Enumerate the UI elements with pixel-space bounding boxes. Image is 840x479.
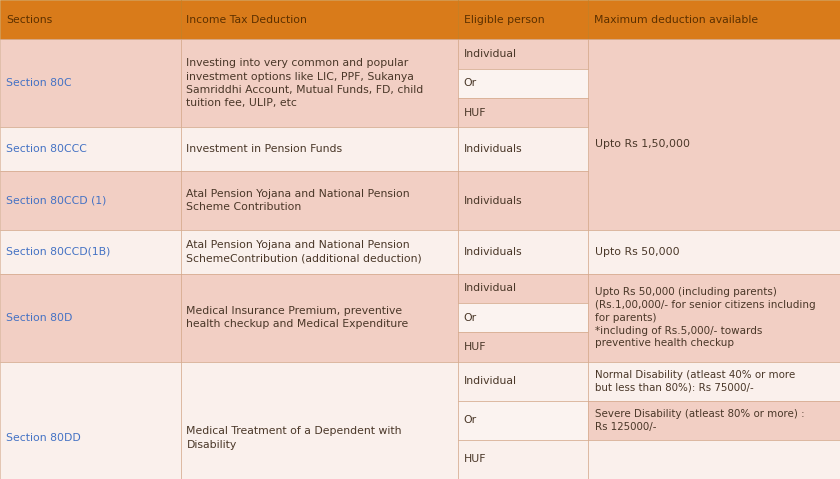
- FancyBboxPatch shape: [588, 230, 840, 274]
- Text: Section 80C: Section 80C: [6, 78, 71, 88]
- FancyBboxPatch shape: [458, 274, 588, 303]
- Text: HUF: HUF: [464, 455, 486, 465]
- Text: Individual: Individual: [464, 284, 517, 294]
- FancyBboxPatch shape: [458, 39, 588, 68]
- Text: Individuals: Individuals: [464, 195, 522, 205]
- FancyBboxPatch shape: [458, 98, 588, 127]
- Text: Upto Rs 1,50,000: Upto Rs 1,50,000: [595, 139, 690, 149]
- FancyBboxPatch shape: [0, 39, 181, 127]
- FancyBboxPatch shape: [458, 230, 588, 274]
- FancyBboxPatch shape: [0, 0, 181, 39]
- FancyBboxPatch shape: [588, 39, 840, 230]
- Text: Upto Rs 50,000: Upto Rs 50,000: [595, 247, 680, 257]
- FancyBboxPatch shape: [0, 362, 181, 479]
- FancyBboxPatch shape: [0, 127, 181, 171]
- Text: Sections: Sections: [6, 15, 52, 24]
- Text: Section 80DD: Section 80DD: [6, 433, 81, 443]
- Text: Individual: Individual: [464, 49, 517, 59]
- Text: Individuals: Individuals: [464, 247, 522, 257]
- FancyBboxPatch shape: [181, 274, 458, 362]
- Text: Investment in Pension Funds: Investment in Pension Funds: [186, 144, 343, 154]
- Text: Individual: Individual: [464, 376, 517, 386]
- Text: Section 80D: Section 80D: [6, 313, 72, 323]
- Text: Medical Insurance Premium, preventive
health checkup and Medical Expenditure: Medical Insurance Premium, preventive he…: [186, 306, 409, 330]
- FancyBboxPatch shape: [458, 332, 588, 362]
- FancyBboxPatch shape: [588, 362, 840, 401]
- Text: Maximum deduction available: Maximum deduction available: [594, 15, 758, 24]
- FancyBboxPatch shape: [181, 171, 458, 230]
- FancyBboxPatch shape: [458, 68, 588, 98]
- FancyBboxPatch shape: [458, 127, 588, 171]
- Text: Atal Pension Yojana and National Pension
Scheme Contribution: Atal Pension Yojana and National Pension…: [186, 189, 410, 212]
- Text: Eligible person: Eligible person: [464, 15, 544, 24]
- Text: Severe Disability (atleast 80% or more) :
Rs 125000/-: Severe Disability (atleast 80% or more) …: [595, 409, 805, 432]
- FancyBboxPatch shape: [588, 0, 840, 39]
- Text: HUF: HUF: [464, 108, 486, 117]
- FancyBboxPatch shape: [181, 0, 458, 39]
- FancyBboxPatch shape: [181, 127, 458, 171]
- Text: HUF: HUF: [464, 342, 486, 352]
- FancyBboxPatch shape: [588, 440, 840, 479]
- FancyBboxPatch shape: [588, 401, 840, 440]
- FancyBboxPatch shape: [0, 230, 181, 274]
- FancyBboxPatch shape: [458, 401, 588, 440]
- FancyBboxPatch shape: [458, 0, 588, 39]
- FancyBboxPatch shape: [458, 440, 588, 479]
- FancyBboxPatch shape: [458, 171, 588, 230]
- Text: Or: Or: [464, 415, 477, 425]
- Text: Section 80CCD(1B): Section 80CCD(1B): [6, 247, 110, 257]
- Text: Individuals: Individuals: [464, 144, 522, 154]
- FancyBboxPatch shape: [458, 303, 588, 332]
- Text: Or: Or: [464, 313, 477, 323]
- Text: Section 80CCC: Section 80CCC: [6, 144, 87, 154]
- Text: Atal Pension Yojana and National Pension
SchemeContribution (additional deductio: Atal Pension Yojana and National Pension…: [186, 240, 423, 263]
- FancyBboxPatch shape: [458, 362, 588, 401]
- Text: Normal Disability (atleast 40% or more
but less than 80%): Rs 75000/-: Normal Disability (atleast 40% or more b…: [595, 370, 795, 393]
- Text: Or: Or: [464, 78, 477, 88]
- FancyBboxPatch shape: [181, 362, 458, 479]
- FancyBboxPatch shape: [0, 171, 181, 230]
- Text: Investing into very common and popular
investment options like LIC, PPF, Sukanya: Investing into very common and popular i…: [186, 58, 423, 108]
- FancyBboxPatch shape: [588, 274, 840, 362]
- FancyBboxPatch shape: [0, 274, 181, 362]
- Text: Income Tax Deduction: Income Tax Deduction: [186, 15, 307, 24]
- Text: Upto Rs 50,000 (including parents)
(Rs.1,00,000/- for senior citizens including
: Upto Rs 50,000 (including parents) (Rs.1…: [595, 287, 816, 348]
- Text: Medical Treatment of a Dependent with
Disability: Medical Treatment of a Dependent with Di…: [186, 426, 402, 450]
- FancyBboxPatch shape: [181, 39, 458, 127]
- Text: Section 80CCD (1): Section 80CCD (1): [6, 195, 106, 205]
- FancyBboxPatch shape: [181, 230, 458, 274]
